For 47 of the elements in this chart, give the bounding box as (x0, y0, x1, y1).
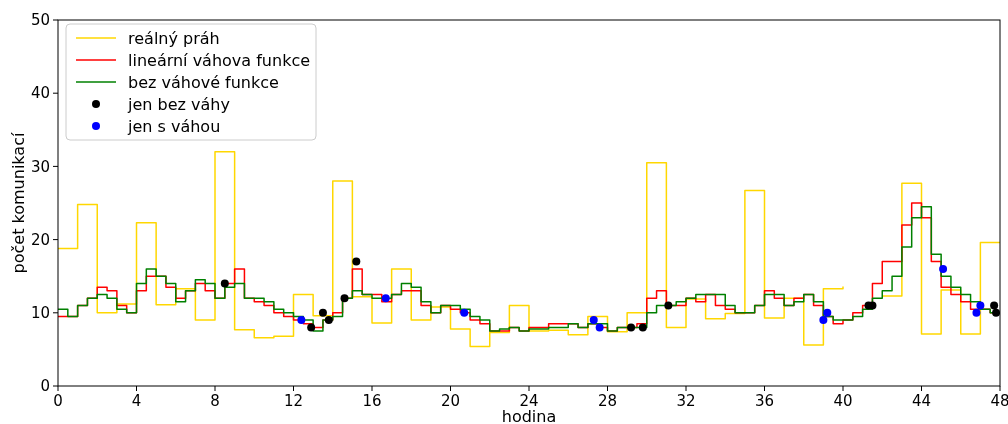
point (819, 316, 828, 325)
point (381, 294, 390, 303)
x-tick-label: 0 (53, 392, 63, 410)
y-axis-title: počet komunikací (9, 132, 28, 274)
x-tick-label: 16 (362, 392, 382, 410)
point (638, 323, 647, 332)
x-tick-label: 12 (283, 392, 304, 410)
legend-label: reálný práh (128, 28, 220, 48)
point (318, 308, 327, 317)
point (340, 294, 349, 303)
point (297, 316, 306, 325)
x-tick-label: 48 (990, 392, 1008, 410)
x-tick-label: 32 (676, 392, 696, 410)
legend-label: jen s váhou (127, 116, 221, 136)
x-tick-label: 20 (440, 392, 461, 410)
x-tick-label: 8 (210, 392, 220, 410)
point (307, 323, 316, 332)
y-tick-label: 20 (30, 230, 50, 249)
x-tick-label: 4 (131, 392, 142, 410)
point (595, 323, 604, 332)
point (823, 308, 832, 317)
x-tick-label: 36 (754, 392, 775, 410)
point (939, 264, 948, 273)
x-tick-label: 40 (833, 392, 853, 410)
point (352, 257, 361, 266)
point (627, 323, 636, 332)
x-tick-label: 44 (911, 392, 932, 410)
y-tick-label: 40 (30, 84, 50, 103)
legend-label: bez váhové funkce (128, 72, 279, 92)
point (324, 316, 333, 325)
y-tick-label: 0 (40, 377, 50, 396)
legend-label: lineární váhova funkce (128, 50, 311, 70)
point (990, 301, 999, 310)
point (976, 301, 985, 310)
x-axis-title: hodina (501, 407, 557, 424)
x-tick-label: 24 (519, 392, 539, 410)
y-tick-label: 10 (30, 304, 50, 323)
point (992, 308, 1000, 317)
x-tick-label: 28 (597, 392, 618, 410)
point (664, 301, 673, 310)
point (220, 279, 229, 288)
point (972, 308, 981, 317)
y-tick-label: 50 (30, 11, 50, 30)
y-tick-label: 30 (30, 157, 50, 176)
point (589, 316, 598, 325)
point (460, 308, 469, 317)
legend-label: jen bez váhy (127, 94, 230, 114)
